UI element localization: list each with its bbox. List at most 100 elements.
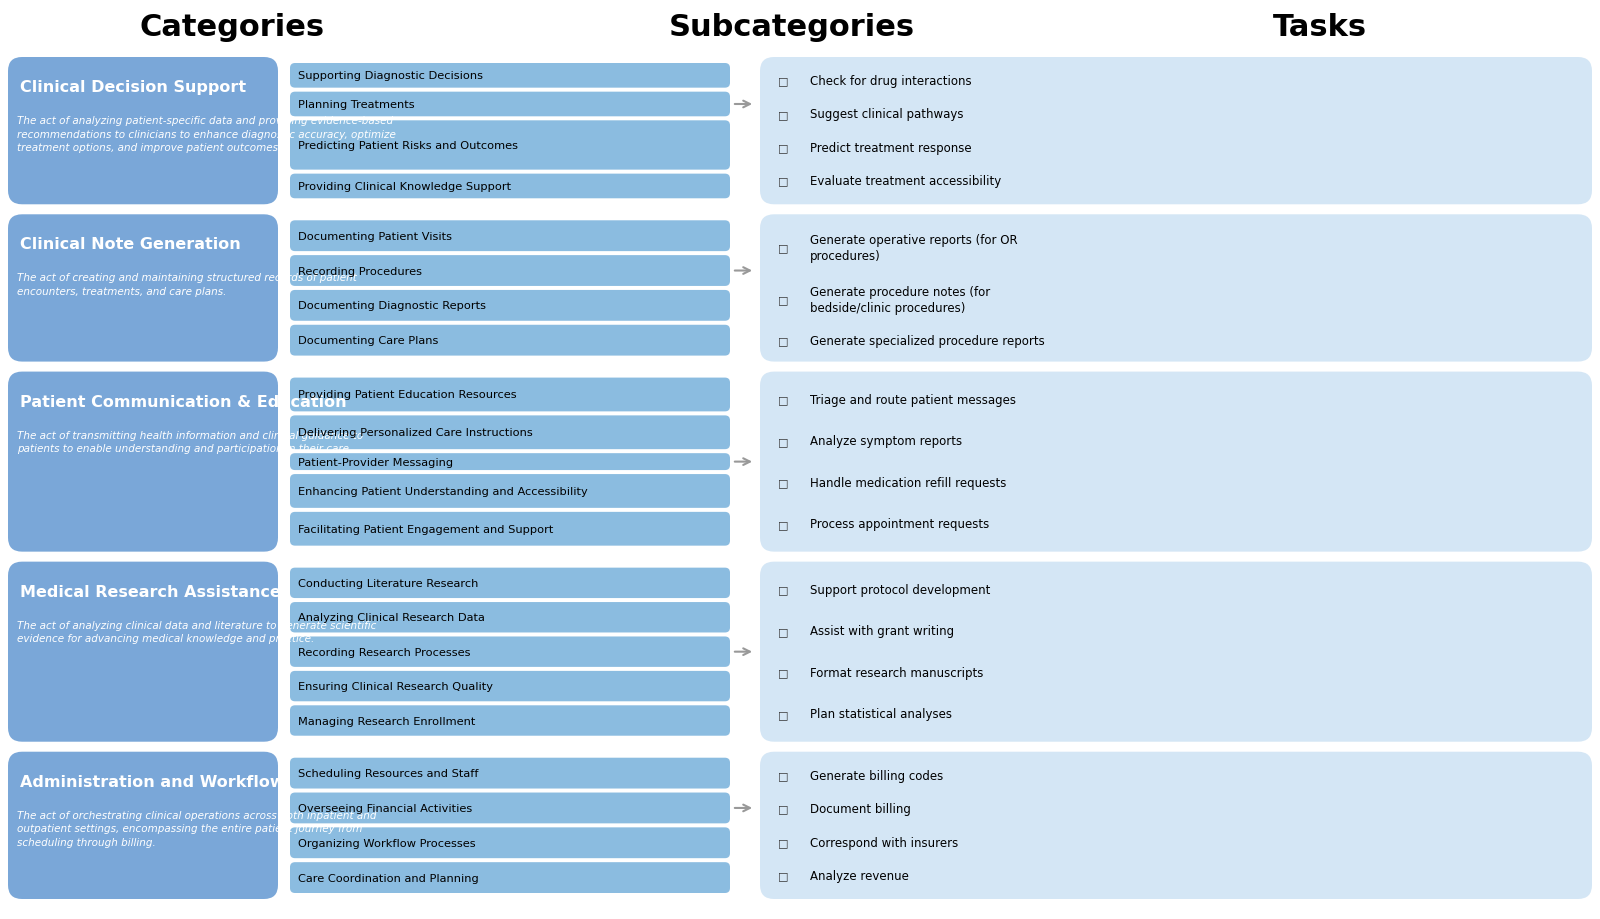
FancyBboxPatch shape (290, 602, 730, 633)
Text: □: □ (778, 519, 789, 529)
FancyBboxPatch shape (8, 752, 278, 899)
Text: Assist with grant writing: Assist with grant writing (810, 625, 954, 638)
FancyBboxPatch shape (8, 215, 278, 362)
Text: Facilitating Patient Engagement and Support: Facilitating Patient Engagement and Supp… (298, 524, 554, 534)
Text: Subcategories: Subcategories (669, 14, 915, 42)
Text: Care Coordination and Planning: Care Coordination and Planning (298, 873, 478, 882)
Text: Organizing Workflow Processes: Organizing Workflow Processes (298, 838, 475, 848)
Text: Overseeing Financial Activities: Overseeing Financial Activities (298, 803, 472, 813)
Text: Suggest clinical pathways: Suggest clinical pathways (810, 108, 963, 121)
Text: □: □ (778, 837, 789, 847)
FancyBboxPatch shape (290, 290, 730, 322)
Text: Check for drug interactions: Check for drug interactions (810, 75, 971, 88)
Text: Recording Research Processes: Recording Research Processes (298, 647, 470, 657)
FancyBboxPatch shape (290, 512, 730, 546)
Text: Process appointment requests: Process appointment requests (810, 517, 989, 531)
FancyBboxPatch shape (290, 416, 730, 449)
Text: Patient-Provider Messaging: Patient-Provider Messaging (298, 457, 453, 467)
Text: Delivering Personalized Care Instructions: Delivering Personalized Care Instruction… (298, 428, 533, 437)
FancyBboxPatch shape (760, 58, 1592, 205)
FancyBboxPatch shape (290, 671, 730, 701)
Text: Generate procedure notes (for
bedside/clinic procedures): Generate procedure notes (for bedside/cl… (810, 286, 990, 315)
Text: Supporting Diagnostic Decisions: Supporting Diagnostic Decisions (298, 72, 483, 81)
FancyBboxPatch shape (290, 637, 730, 667)
FancyBboxPatch shape (290, 175, 730, 199)
FancyBboxPatch shape (290, 221, 730, 252)
Text: Providing Patient Education Resources: Providing Patient Education Resources (298, 390, 517, 400)
Text: □: □ (778, 244, 789, 253)
Text: □: □ (778, 709, 789, 720)
Text: □: □ (778, 770, 789, 780)
Text: Tasks: Tasks (1274, 14, 1366, 42)
Text: Generate specialized procedure reports: Generate specialized procedure reports (810, 335, 1045, 347)
Text: Clinical Decision Support: Clinical Decision Support (19, 80, 246, 95)
FancyBboxPatch shape (760, 372, 1592, 552)
Text: Categories: Categories (139, 14, 325, 42)
Text: Planning Treatments: Planning Treatments (298, 100, 414, 110)
Text: Scheduling Resources and Staff: Scheduling Resources and Staff (298, 768, 478, 778)
Text: Documenting Care Plans: Documenting Care Plans (298, 335, 438, 346)
Text: Administration and Workflow: Administration and Workflow (19, 774, 285, 789)
FancyBboxPatch shape (760, 562, 1592, 742)
Text: Correspond with insurers: Correspond with insurers (810, 835, 958, 848)
Text: □: □ (778, 626, 789, 636)
Text: Medical Research Assistance: Medical Research Assistance (19, 584, 282, 599)
Text: The act of creating and maintaining structured records of patient
encounters, tr: The act of creating and maintaining stru… (18, 273, 357, 297)
Text: Enhancing Patient Understanding and Accessibility: Enhancing Patient Understanding and Acce… (298, 486, 587, 496)
FancyBboxPatch shape (290, 325, 730, 357)
Text: Clinical Note Generation: Clinical Note Generation (19, 237, 240, 252)
Text: Managing Research Enrollment: Managing Research Enrollment (298, 716, 475, 726)
Text: □: □ (778, 668, 789, 677)
FancyBboxPatch shape (290, 121, 730, 170)
FancyBboxPatch shape (290, 64, 730, 88)
FancyBboxPatch shape (290, 827, 730, 858)
Text: □: □ (778, 176, 789, 187)
Text: □: □ (778, 478, 789, 488)
FancyBboxPatch shape (290, 454, 730, 471)
Text: Handle medication refill requests: Handle medication refill requests (810, 476, 1006, 489)
FancyBboxPatch shape (8, 562, 278, 742)
Text: The act of transmitting health information and clinical guidance to
patients to : The act of transmitting health informati… (18, 430, 363, 454)
Text: Plan statistical analyses: Plan statistical analyses (810, 708, 952, 720)
Text: Patient Communication & Education: Patient Communication & Education (19, 394, 347, 409)
Text: □: □ (778, 76, 789, 86)
Text: Evaluate treatment accessibility: Evaluate treatment accessibility (810, 175, 1002, 187)
FancyBboxPatch shape (290, 474, 730, 508)
Text: Providing Clinical Knowledge Support: Providing Clinical Knowledge Support (298, 182, 510, 192)
Text: □: □ (778, 335, 789, 346)
Text: □: □ (778, 295, 789, 305)
Text: Analyze symptom reports: Analyze symptom reports (810, 435, 962, 448)
Text: □: □ (778, 437, 789, 447)
Text: Analyze revenue: Analyze revenue (810, 868, 909, 882)
Text: The act of orchestrating clinical operations across both inpatient and
outpatien: The act of orchestrating clinical operat… (18, 810, 376, 847)
FancyBboxPatch shape (760, 215, 1592, 362)
FancyBboxPatch shape (290, 379, 730, 412)
Text: Analyzing Clinical Research Data: Analyzing Clinical Research Data (298, 613, 485, 622)
FancyBboxPatch shape (290, 758, 730, 789)
Text: □: □ (778, 584, 789, 595)
Text: Generate operative reports (for OR
procedures): Generate operative reports (for OR proce… (810, 233, 1018, 263)
Text: Support protocol development: Support protocol development (810, 584, 990, 596)
Text: Format research manuscripts: Format research manuscripts (810, 666, 984, 679)
FancyBboxPatch shape (290, 93, 730, 118)
FancyBboxPatch shape (290, 706, 730, 736)
FancyBboxPatch shape (8, 372, 278, 552)
Text: The act of analyzing clinical data and literature to generate scientific
evidenc: The act of analyzing clinical data and l… (18, 620, 376, 643)
Text: □: □ (778, 110, 789, 119)
FancyBboxPatch shape (290, 255, 730, 287)
Text: Triage and route patient messages: Triage and route patient messages (810, 393, 1016, 406)
Text: □: □ (778, 395, 789, 405)
Text: □: □ (778, 143, 789, 153)
Text: Documenting Patient Visits: Documenting Patient Visits (298, 232, 453, 242)
Text: Recording Procedures: Recording Procedures (298, 267, 422, 277)
Text: Documenting Diagnostic Reports: Documenting Diagnostic Reports (298, 301, 486, 311)
FancyBboxPatch shape (8, 58, 278, 205)
FancyBboxPatch shape (290, 793, 730, 823)
Text: Predict treatment response: Predict treatment response (810, 142, 971, 154)
Text: Ensuring Clinical Research Quality: Ensuring Clinical Research Quality (298, 681, 493, 691)
FancyBboxPatch shape (760, 752, 1592, 899)
Text: Conducting Literature Research: Conducting Literature Research (298, 578, 478, 588)
Text: □: □ (778, 870, 789, 880)
Text: Generate billing codes: Generate billing codes (810, 769, 944, 782)
FancyBboxPatch shape (290, 862, 730, 893)
